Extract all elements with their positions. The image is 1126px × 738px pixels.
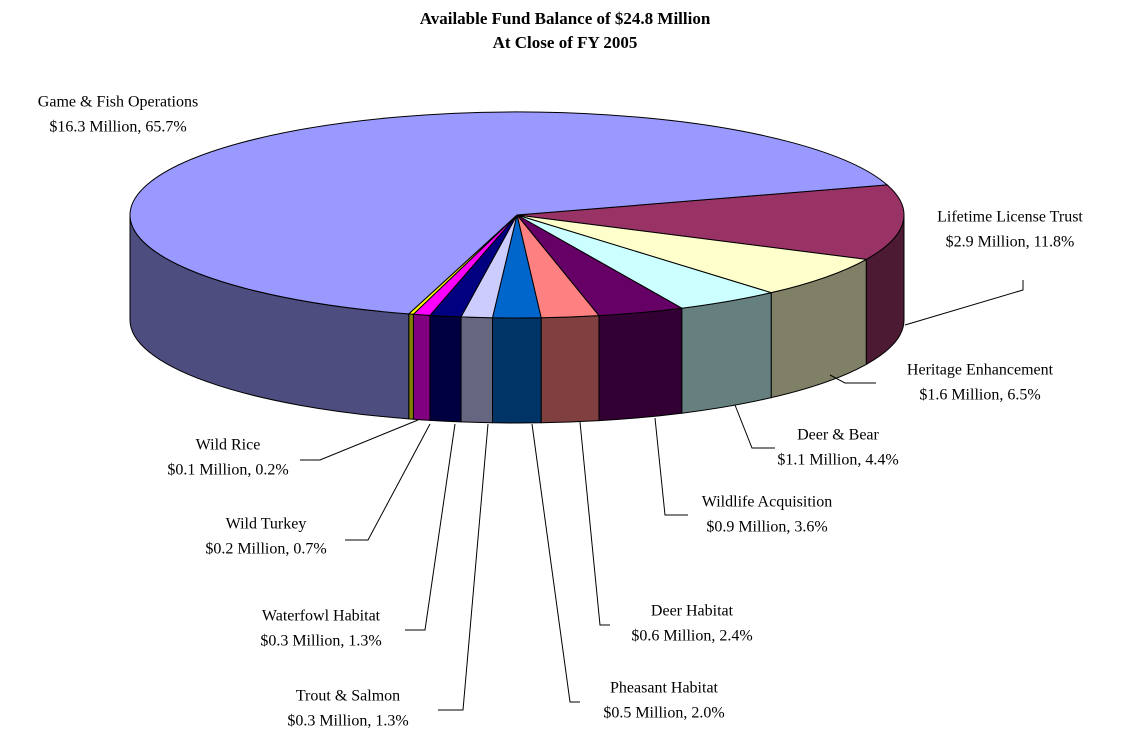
slice-label: Lifetime License Trust	[937, 209, 1083, 226]
slice-value-label: $0.9 Million, 3.6%	[706, 519, 827, 536]
slice	[516, 214, 868, 294]
leader-line	[734, 404, 775, 449]
slice-value-label: $0.2 Million, 0.7%	[205, 541, 326, 558]
leader-line	[829, 374, 876, 384]
slice-label: Deer & Bear	[797, 427, 879, 444]
leader-line	[405, 423, 456, 631]
slice-side	[598, 307, 683, 422]
slice-side	[408, 313, 414, 420]
slice	[516, 184, 905, 260]
leader-line	[345, 423, 431, 541]
leader-line	[654, 417, 688, 516]
slice	[129, 111, 889, 315]
slice-side	[412, 313, 431, 421]
slice-value-label: $0.5 Million, 2.0%	[603, 705, 724, 722]
slice-value-label: $1.1 Million, 4.4%	[777, 452, 898, 469]
slice-side	[491, 317, 542, 424]
slice-label: Heritage Enhancement	[907, 362, 1054, 379]
slice-value-label: $16.3 Million, 65.7%	[49, 119, 186, 136]
slice-side	[429, 314, 462, 423]
slice-label: Wildlife Acquisition	[702, 494, 832, 511]
slice-label: Pheasant Habitat	[610, 680, 719, 697]
slice-label: Deer Habitat	[651, 603, 734, 620]
slice-label: Wild Turkey	[226, 516, 307, 533]
chart-subtitle: At Close of FY 2005	[493, 33, 638, 52]
slice-label: Game & Fish Operations	[38, 94, 198, 111]
slice-side	[681, 292, 772, 414]
slice-value-label: $0.3 Million, 1.3%	[287, 713, 408, 730]
slice-label: Waterfowl Habitat	[262, 608, 381, 625]
slice-value-label: $2.9 Million, 11.8%	[946, 234, 1075, 251]
slice-value-label: $1.6 Million, 6.5%	[919, 387, 1040, 404]
slice-value-label: $0.6 Million, 2.4%	[631, 628, 752, 645]
chart-title: Available Fund Balance of $24.8 Million	[420, 9, 711, 28]
leader-line	[531, 423, 580, 703]
slice-side	[460, 316, 493, 424]
slice-label: Trout & Salmon	[296, 688, 400, 705]
leader-line	[438, 423, 489, 711]
slice-value-label: $0.3 Million, 1.3%	[260, 633, 381, 650]
leader-line	[904, 280, 1024, 326]
leader-line	[579, 421, 610, 626]
slice-side	[540, 315, 600, 424]
leader-line	[300, 419, 419, 461]
slice-value-label: $0.1 Million, 0.2%	[167, 462, 288, 479]
slice-label: Wild Rice	[196, 437, 261, 454]
